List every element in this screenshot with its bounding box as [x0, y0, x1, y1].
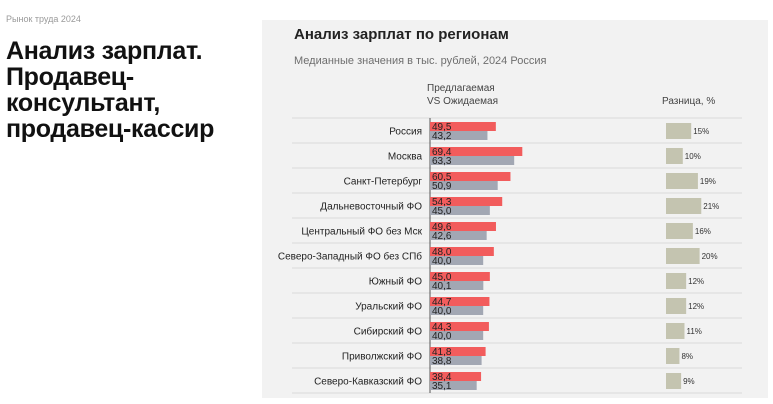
- offered-value-label: 45,0: [432, 272, 452, 283]
- expected-value-label: 50,9: [432, 181, 452, 192]
- expected-value-label: 40,0: [432, 256, 452, 267]
- bars-header: Предлагаемая VS Ожидаемая: [427, 82, 498, 108]
- offered-bar: [430, 172, 511, 181]
- expected-bar: [430, 131, 488, 140]
- difference-label: 9%: [683, 377, 695, 386]
- difference-label: 12%: [688, 277, 704, 286]
- chart-subtitle: Медианные значения в тыс. рублей, 2024 Р…: [294, 55, 547, 67]
- bars-header-line2: VS Ожидаемая: [427, 96, 498, 107]
- difference-bar: [666, 123, 692, 139]
- expected-bar: [430, 156, 515, 165]
- difference-bar: [666, 323, 685, 339]
- offered-value-label: 38,4: [432, 372, 452, 383]
- expected-value-label: 40,0: [432, 306, 452, 317]
- expected-bar: [430, 231, 487, 240]
- region-label: Приволжский ФО: [342, 352, 422, 363]
- offered-bar: [430, 222, 496, 231]
- expected-value-label: 42,6: [432, 231, 452, 242]
- difference-label: 8%: [681, 352, 693, 361]
- offered-value-label: 48,0: [432, 247, 452, 258]
- offered-value-label: 60,5: [432, 172, 452, 183]
- difference-label: 12%: [688, 302, 704, 311]
- bars-header-line1: Предлагаемая: [427, 83, 495, 94]
- expected-value-label: 63,3: [432, 156, 452, 167]
- region-label: Москва: [388, 152, 423, 163]
- offered-bar: [430, 197, 503, 206]
- breadcrumb: Рынок труда 2024: [6, 14, 81, 24]
- offered-value-label: 44,3: [432, 322, 452, 333]
- expected-bar: [430, 356, 482, 365]
- offered-bar: [430, 297, 490, 306]
- difference-label: 20%: [702, 252, 718, 261]
- chart-panel: Анализ зарплат по регионам Медианные зна…: [262, 20, 768, 398]
- offered-value-label: 69,4: [432, 147, 452, 158]
- offered-bar: [430, 322, 489, 331]
- difference-label: 19%: [700, 177, 716, 186]
- region-label: Южный ФО: [369, 277, 422, 288]
- region-label: Дальневосточный ФО: [320, 202, 422, 213]
- region-label: Уральский ФО: [355, 302, 422, 313]
- difference-bar: [666, 273, 687, 289]
- region-label: Санкт-Петербург: [344, 176, 423, 188]
- difference-label: 21%: [703, 202, 719, 211]
- expected-value-label: 43,2: [432, 131, 452, 142]
- region-label: Центральный ФО без Мск: [301, 226, 422, 238]
- difference-bar: [666, 223, 693, 239]
- expected-bar: [430, 331, 484, 340]
- difference-bar: [666, 198, 702, 214]
- expected-value-label: 35,1: [432, 381, 452, 392]
- offered-value-label: 49,5: [432, 122, 452, 133]
- difference-bar: [666, 173, 698, 189]
- offered-bar: [430, 147, 523, 156]
- expected-value-label: 38,8: [432, 356, 452, 367]
- expected-bar: [430, 181, 498, 190]
- region-label: Россия: [389, 127, 422, 138]
- region-label: Северо-Кавказский ФО: [314, 377, 422, 388]
- bar-chart: Россия 49,543,2 15% Москва 69,463,3 10% Санкт-…: [278, 117, 742, 394]
- offered-bar: [430, 247, 494, 256]
- difference-label: 15%: [693, 127, 709, 136]
- expected-bar: [430, 256, 484, 265]
- region-label: Сибирский ФО: [354, 326, 423, 338]
- expected-value-label: 40,1: [432, 281, 452, 292]
- offered-bar: [430, 272, 490, 281]
- region-label: Северо-Западный ФО без СПб: [278, 251, 422, 263]
- expected-bar: [430, 281, 484, 290]
- difference-bar: [666, 298, 687, 314]
- expected-bar: [430, 206, 490, 215]
- expected-bar: [430, 306, 484, 315]
- difference-bar: [666, 348, 680, 364]
- difference-bar: [666, 148, 683, 164]
- difference-header: Разница, %: [662, 96, 716, 107]
- page-title: Анализ зарплат. Продавец-консультант, пр…: [6, 37, 215, 143]
- offered-value-label: 49,6: [432, 222, 452, 233]
- expected-value-label: 45,0: [432, 206, 452, 217]
- difference-label: 11%: [686, 327, 701, 336]
- difference-label: 16%: [695, 227, 711, 236]
- offered-value-label: 44,7: [432, 297, 452, 308]
- offered-value-label: 41,8: [432, 347, 452, 358]
- difference-bar: [666, 373, 682, 389]
- offered-bar: [430, 347, 486, 356]
- expected-value-label: 40,0: [432, 331, 452, 342]
- chart-title: Анализ зарплат по регионам: [294, 26, 509, 43]
- offered-value-label: 54,3: [432, 197, 452, 208]
- expected-bar: [430, 381, 477, 390]
- offered-bar: [430, 372, 482, 381]
- difference-label: 10%: [685, 152, 701, 161]
- difference-bar: [666, 248, 700, 264]
- offered-bar: [430, 122, 496, 131]
